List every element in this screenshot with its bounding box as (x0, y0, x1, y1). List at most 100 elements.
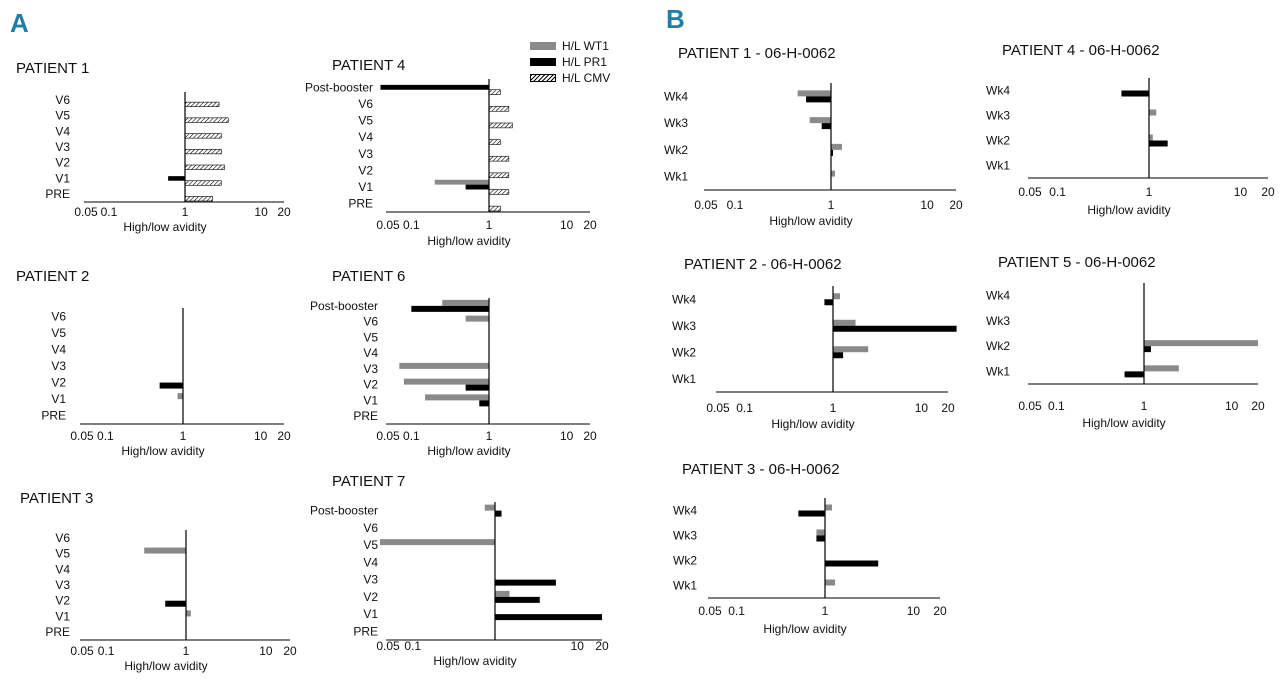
bar-pr1 (159, 382, 183, 389)
category-label: Wk1 (672, 372, 696, 386)
bar-wt1 (831, 170, 835, 177)
category-label: V1 (55, 609, 70, 623)
tick-label: 0.1 (1048, 399, 1065, 413)
bar-cmv (488, 172, 510, 179)
category-label: PRE (348, 197, 373, 211)
category-label: Wk2 (986, 339, 1010, 353)
category-label: V6 (55, 531, 70, 545)
category-label: V1 (363, 607, 378, 621)
bar-pr1 (1124, 371, 1144, 378)
bar-cmv (488, 155, 510, 162)
chart-b-p5: PATIENT 5 - 06-H-0062 Wk1 Wk2 Wk3 Wk4 0.05 0.1… (986, 254, 1265, 430)
bar-wt1 (403, 378, 489, 385)
category-label: V1 (51, 392, 66, 406)
tick-label: 0.05 (698, 604, 722, 618)
tick-label: 10 (1234, 185, 1248, 199)
bar-wt1 (1149, 134, 1153, 141)
bar-wt1 (442, 299, 489, 306)
tick-label: 1 (828, 198, 835, 212)
tick-label: 0.05 (70, 429, 94, 443)
category-label: Wk2 (673, 554, 697, 568)
tick-label: 1 (486, 429, 493, 443)
x-axis-label: High/low avidity (427, 444, 510, 458)
tick-label: 10 (259, 644, 273, 658)
chart-title: PATIENT 4 - 06-H-0062 (1002, 42, 1160, 59)
chart-b-p3: PATIENT 3 - 06-H-0062 Wk1 Wk2 Wk3 Wk4 0.05 0.1… (673, 461, 947, 636)
legend-item-wt1: H/L WT1 (530, 38, 610, 54)
tick-label: 0.1 (727, 198, 744, 212)
chart-title: PATIENT 2 - 06-H-0062 (684, 256, 842, 273)
chart-title: PATIENT 3 (20, 490, 93, 507)
category-label: Wk4 (672, 292, 696, 306)
tick-label: 0.05 (1018, 185, 1042, 199)
category-label: V6 (51, 309, 66, 323)
tick-label: 10 (560, 429, 574, 443)
tick-label: 0.05 (376, 639, 400, 653)
bar-pr1 (824, 299, 833, 306)
tick-label: 0.1 (403, 429, 420, 443)
tick-label: 0.1 (404, 639, 421, 653)
x-axis-label: High/low avidity (121, 444, 204, 458)
bar-cmv (488, 139, 501, 145)
category-label: V4 (358, 130, 373, 144)
bar-wt1 (399, 362, 489, 369)
category-label: V1 (55, 171, 70, 185)
category-label: PRE (45, 187, 70, 201)
tick-label: 10 (920, 198, 934, 212)
bar-cmv (488, 189, 510, 195)
category-label: Wk3 (986, 109, 1010, 123)
tick-label: 0.05 (376, 218, 400, 232)
tick-label: 1 (180, 429, 187, 443)
bar-wt1 (177, 393, 183, 400)
category-label: Wk2 (664, 143, 688, 157)
tick-label: 10 (254, 205, 268, 219)
legend-item-cmv: H/L CMV (530, 70, 610, 86)
tick-label: 10 (1225, 399, 1239, 413)
x-axis-label: High/low avidity (124, 659, 207, 673)
category-label: V1 (358, 180, 373, 194)
legend-swatch-wt1 (530, 42, 556, 50)
x-axis-label: High/low avidity (1087, 203, 1170, 217)
category-label: V2 (55, 594, 70, 608)
category-label: Wk2 (672, 345, 696, 359)
bar-wt1 (831, 143, 842, 150)
category-label: Wk1 (986, 364, 1010, 378)
tick-label: 10 (915, 401, 929, 415)
category-label: Wk4 (664, 89, 688, 103)
bar-pr1 (495, 510, 502, 517)
bar-cmv (488, 106, 510, 112)
bar-wt1 (425, 394, 489, 401)
bar-wt1 (833, 346, 869, 353)
bar-cmv (488, 89, 501, 95)
category-label: V6 (363, 521, 378, 535)
x-axis-label: High/low avidity (433, 654, 516, 668)
chart-title: PATIENT 1 (16, 60, 89, 77)
x-axis-label: High/low avidity (123, 220, 206, 234)
category-label: Wk4 (673, 504, 697, 518)
category-label: Wk3 (986, 314, 1010, 328)
bar-wt1 (833, 319, 856, 326)
category-label: V5 (55, 109, 70, 123)
category-label: Post-booster (310, 504, 378, 518)
bar-pr1 (1149, 140, 1168, 147)
bar-pr1 (825, 560, 879, 567)
bar-wt1 (1144, 365, 1179, 372)
bar-wt1 (816, 529, 825, 536)
bar-pr1 (495, 579, 556, 586)
chart-b-p2: PATIENT 2 - 06-H-0062 Wk1 Wk2 Wk3 Wk4 0.05 0.1… (672, 256, 957, 431)
tick-label: 20 (1251, 399, 1265, 413)
bar-pr1 (1121, 90, 1149, 97)
category-label: PRE (41, 409, 66, 423)
legend-item-pr1: H/L PR1 (530, 54, 610, 70)
tick-label: 10 (254, 429, 268, 443)
tick-label: 0.1 (403, 218, 420, 232)
category-label: V3 (55, 578, 70, 592)
category-label: V5 (51, 326, 66, 340)
category-label: V6 (363, 315, 378, 329)
category-label: V5 (363, 330, 378, 344)
category-label: Wk1 (986, 159, 1010, 173)
tick-label: 0.1 (1049, 185, 1066, 199)
